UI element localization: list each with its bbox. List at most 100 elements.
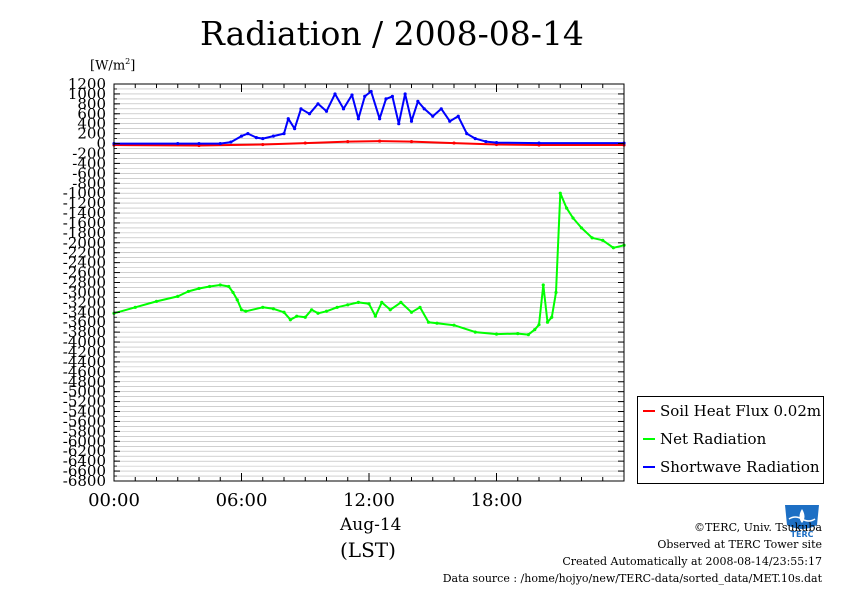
footer-site: Observed at TERC Tower site — [657, 538, 822, 551]
data-point-shortwave-radiation — [324, 109, 329, 113]
data-point-net-radiation — [418, 305, 422, 309]
data-point-net-radiation — [231, 290, 235, 295]
data-point-shortwave-radiation — [494, 140, 499, 145]
legend-label: Shortwave Radiation — [660, 458, 820, 476]
data-point-shortwave-radiation — [403, 92, 407, 96]
data-point-shortwave-radiation — [282, 132, 286, 136]
y-tick-label: 200 — [77, 125, 106, 143]
logo-text: TERC — [791, 530, 814, 539]
x-tick-label: 06:00 — [216, 490, 268, 511]
data-point-net-radiation — [154, 299, 159, 303]
series-group — [112, 89, 626, 337]
y-tick-label: -6600 — [63, 462, 106, 480]
data-point-net-radiation — [303, 315, 307, 319]
data-point-shortwave-radiation — [229, 140, 233, 144]
data-point-net-radiation — [409, 310, 414, 314]
y-tick-label: -4400 — [63, 353, 106, 371]
footer-created: Created Automatically at 2008-08-14/23:5… — [562, 555, 822, 568]
data-point-net-radiation — [324, 309, 329, 313]
data-point-net-radiation — [208, 284, 212, 289]
legend-swatch-blue — [643, 466, 655, 468]
y-tick-label: -2800 — [63, 274, 106, 292]
y-axis: 120010008006004002000-200-400-600-800-10… — [63, 75, 624, 490]
legend: Soil Heat Flux 0.02m Net Radiation Short… — [637, 396, 824, 484]
x-axis: 00:00 06:00 12:00 18:00 — [88, 84, 625, 511]
data-point-shortwave-radiation — [350, 93, 354, 97]
data-point-net-radiation — [295, 314, 299, 318]
data-point-net-radiation — [571, 216, 575, 220]
data-point-net-radiation — [356, 300, 360, 304]
data-point-shortwave-radiation — [307, 112, 312, 116]
data-point-soil-heat-flux-0-02m — [378, 139, 382, 143]
data-point-net-radiation — [282, 310, 286, 314]
data-point-shortwave-radiation — [384, 97, 388, 101]
y-tick-label: 1200 — [68, 75, 106, 93]
y-tick-label: -5400 — [63, 403, 106, 421]
data-point-shortwave-radiation — [456, 114, 460, 118]
y-tick-label: 0 — [96, 135, 106, 153]
y-tick-label: -200 — [72, 144, 106, 162]
data-point-shortwave-radiation — [439, 107, 443, 111]
data-point-soil-heat-flux-0-02m — [346, 139, 350, 144]
data-point-net-radiation — [186, 289, 190, 294]
data-point-shortwave-radiation — [465, 132, 469, 136]
data-point-net-radiation — [611, 246, 615, 250]
data-point-net-radiation — [601, 238, 605, 242]
data-point-shortwave-radiation — [448, 119, 452, 123]
unit-prefix: [W/m — [90, 58, 126, 74]
legend-item-shortwave-radiation: Shortwave Radiation — [638, 457, 823, 477]
y-tick-label: -2400 — [63, 254, 106, 272]
data-point-net-radiation — [473, 330, 477, 334]
data-point-soil-heat-flux-0-02m — [452, 141, 456, 145]
data-point-net-radiation — [218, 283, 222, 287]
y-tick-label: 400 — [77, 115, 106, 133]
data-point-net-radiation — [388, 308, 392, 312]
data-point-shortwave-radiation — [246, 132, 250, 136]
y-tick-label: 600 — [77, 105, 106, 123]
footer-copyright: ©TERC, Univ. Tsukuba — [693, 521, 822, 534]
legend-label: Soil Heat Flux 0.02m — [660, 402, 822, 420]
data-point-net-radiation — [399, 300, 403, 304]
x-axis-date-label: Aug-14 — [340, 515, 402, 535]
legend-item-soil-heat-flux: Soil Heat Flux 0.02m — [638, 401, 823, 421]
data-point-net-radiation — [244, 309, 248, 313]
data-point-shortwave-radiation — [293, 127, 297, 131]
data-point-shortwave-radiation — [286, 117, 290, 121]
y-tick-label: -4800 — [63, 373, 106, 391]
data-point-net-radiation — [271, 307, 275, 311]
data-point-net-radiation — [516, 332, 520, 336]
x-tick-label: 00:00 — [88, 490, 140, 511]
data-point-net-radiation — [590, 236, 594, 240]
y-tick-label: -3000 — [63, 283, 106, 301]
data-point-net-radiation — [367, 302, 371, 306]
y-tick-label: -6000 — [63, 432, 106, 450]
y-tick-label: -1600 — [63, 214, 106, 232]
y-tick-label: -400 — [72, 154, 106, 172]
y-tick-label: -1000 — [63, 184, 106, 202]
y-tick-label: -800 — [72, 174, 106, 192]
y-tick-label: -1800 — [63, 224, 106, 242]
data-point-shortwave-radiation — [197, 141, 201, 146]
data-point-net-radiation — [579, 226, 584, 230]
y-tick-label: -4000 — [63, 333, 106, 351]
y-tick-label: 1000 — [68, 85, 106, 103]
data-point-shortwave-radiation — [422, 107, 426, 111]
data-point-shortwave-radiation — [473, 136, 477, 141]
x-axis-timezone-label: (LST) — [340, 538, 396, 562]
legend-swatch-green — [643, 438, 655, 440]
data-point-shortwave-radiation — [299, 107, 303, 111]
data-point-net-radiation — [133, 305, 137, 309]
y-tick-label: -2000 — [63, 234, 106, 252]
y-tick-label: -600 — [72, 164, 106, 182]
y-tick-label: -5000 — [63, 383, 106, 401]
y-tick-label: -3800 — [63, 323, 106, 341]
data-point-shortwave-radiation — [239, 134, 244, 138]
y-tick-label: 800 — [77, 95, 106, 113]
terc-logo-icon: TERC — [785, 505, 819, 539]
data-point-net-radiation — [435, 321, 439, 325]
data-point-net-radiation — [235, 298, 239, 302]
data-point-net-radiation — [197, 286, 201, 291]
legend-label: Net Radiation — [660, 430, 767, 448]
data-point-net-radiation — [316, 311, 320, 315]
data-point-shortwave-radiation — [176, 141, 180, 146]
